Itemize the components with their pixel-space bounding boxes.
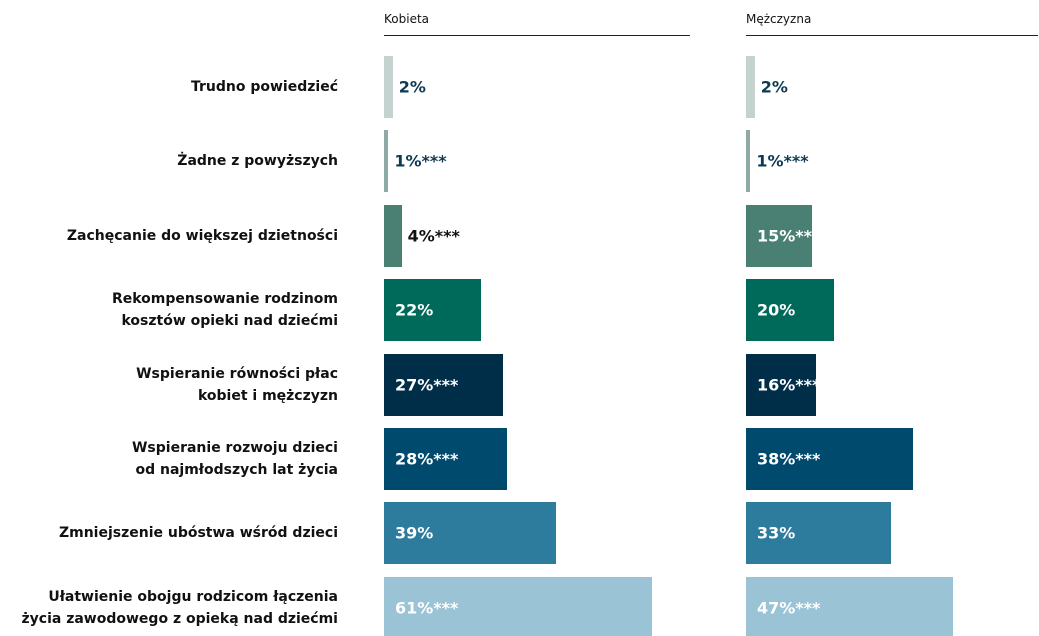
bar <box>746 130 751 193</box>
bar <box>746 502 892 565</box>
value-label: 28%*** <box>395 449 459 469</box>
bar <box>746 56 755 118</box>
value-label: 61%*** <box>395 598 459 618</box>
value-label: 2% <box>398 77 426 97</box>
bar <box>384 130 389 193</box>
panel-title: Mężczyzna <box>746 12 812 26</box>
panel-rule <box>746 35 1038 36</box>
value-label: 39% <box>395 523 434 543</box>
value-label: 27%*** <box>395 375 459 395</box>
value-label: 1%*** <box>756 151 809 171</box>
bar <box>384 204 402 267</box>
value-label: 16%*** <box>757 375 821 395</box>
bar <box>746 279 834 342</box>
bar <box>384 576 653 636</box>
value-label: 22% <box>395 300 434 320</box>
bar <box>746 353 817 416</box>
category-label: Żadne z powyższych <box>177 153 338 170</box>
category-label: Zmniejszenie ubóstwa wśród dzieci <box>58 525 338 542</box>
category-label: Ułatwienie obojgu rodzicom łączenia życi… <box>21 588 338 627</box>
panel-rule <box>384 35 690 36</box>
bar <box>746 204 812 267</box>
bar <box>384 56 393 118</box>
value-label: 38%*** <box>757 449 821 469</box>
category-label: Trudno powiedzieć <box>191 79 338 95</box>
bar <box>384 502 556 565</box>
value-label: 2% <box>760 77 788 97</box>
panel-title: Kobieta <box>384 12 430 26</box>
bar <box>384 428 508 490</box>
value-label: 4%*** <box>407 226 460 246</box>
bar <box>384 279 481 342</box>
value-label: 1%*** <box>394 151 447 171</box>
value-label: 33% <box>757 523 796 543</box>
category-label: Rekompensowanie rodzinom kosztów opieki … <box>111 291 338 330</box>
bar <box>746 576 953 636</box>
category-label: Wspieranie równości płac kobiet i mężczy… <box>136 365 338 404</box>
bar <box>746 428 914 490</box>
value-label: 20% <box>757 300 796 320</box>
value-label: 15%*** <box>757 226 821 246</box>
bar <box>384 353 503 416</box>
category-label: Zachęcanie do większej dzietności <box>66 227 338 244</box>
value-label: 47%*** <box>757 598 821 618</box>
category-label: Wspieranie rozwoju dzieci od najmłodszyc… <box>131 440 338 478</box>
